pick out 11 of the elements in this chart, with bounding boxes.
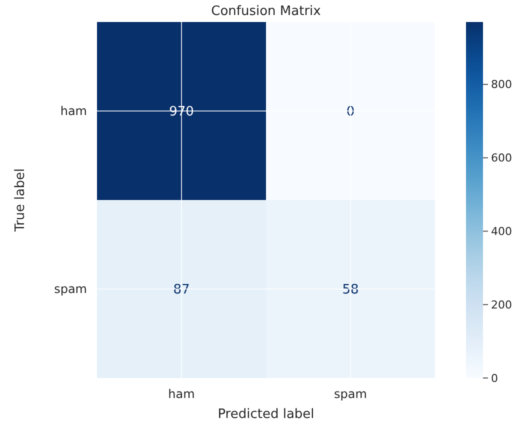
color-bar-label: 200 <box>491 298 512 312</box>
chart-title: Confusion Matrix <box>211 4 322 19</box>
color-bar-label: 0 <box>491 372 498 385</box>
y-axis-title: True label <box>13 168 28 233</box>
data-label: 0 <box>346 104 355 120</box>
x-axis-title: Predicted label <box>218 407 314 422</box>
data-label: 58 <box>342 282 359 298</box>
color-bar-label: 800 <box>491 78 512 92</box>
color-bar-label: 400 <box>491 225 512 238</box>
color-bar-label: 600 <box>491 152 512 165</box>
data-label: 87 <box>173 282 190 298</box>
